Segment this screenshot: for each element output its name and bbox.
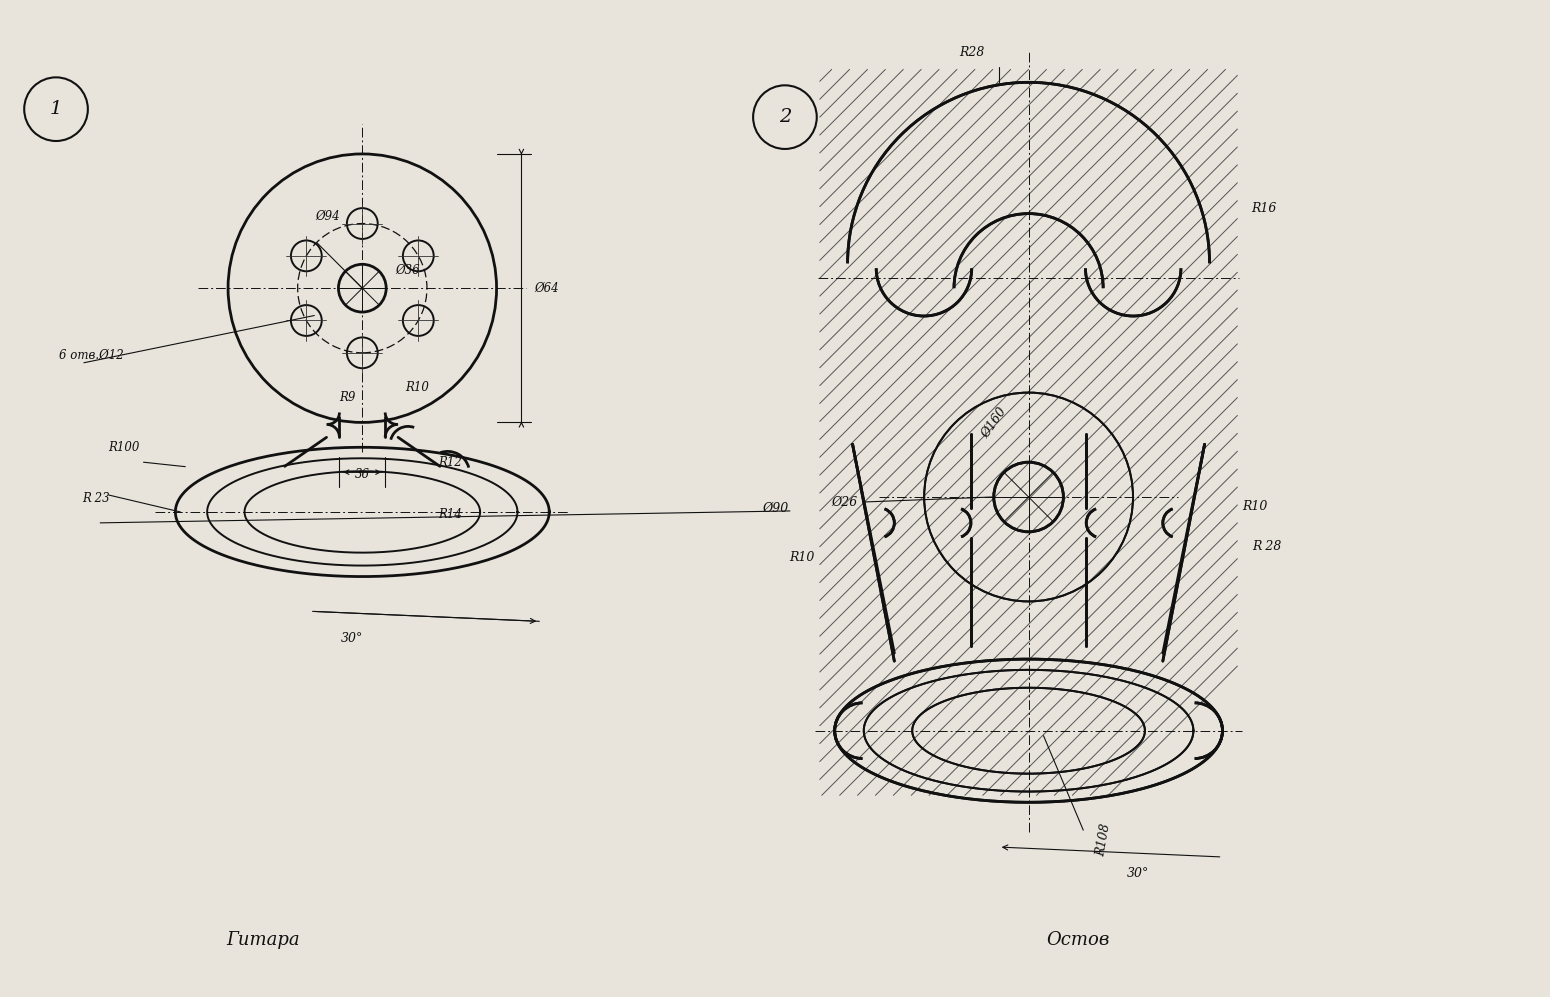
Text: R10: R10 xyxy=(789,551,815,564)
Text: Остов: Остов xyxy=(1046,930,1110,948)
Text: Ø160: Ø160 xyxy=(978,405,1009,441)
Text: 6 отв.Ø12: 6 отв.Ø12 xyxy=(59,349,124,362)
Text: Гитара: Гитара xyxy=(226,930,299,948)
Text: 30°: 30° xyxy=(341,632,364,645)
Text: R14: R14 xyxy=(439,508,462,521)
Text: R28: R28 xyxy=(959,46,984,59)
Text: R 28: R 28 xyxy=(1252,540,1282,553)
Text: R12: R12 xyxy=(439,456,462,469)
Text: Ø36: Ø36 xyxy=(395,264,420,277)
Text: 36: 36 xyxy=(355,468,370,481)
Text: Ø64: Ø64 xyxy=(533,282,558,295)
Text: R108: R108 xyxy=(1094,823,1113,857)
Text: R100: R100 xyxy=(109,441,140,454)
Text: 2: 2 xyxy=(778,108,790,127)
Text: R16: R16 xyxy=(1251,202,1277,215)
Text: R10: R10 xyxy=(1243,500,1268,513)
Text: Ø90: Ø90 xyxy=(763,501,787,514)
Text: R10: R10 xyxy=(405,381,429,394)
Text: Ø26: Ø26 xyxy=(831,496,857,508)
Text: R 23: R 23 xyxy=(82,493,110,505)
Text: 1: 1 xyxy=(50,100,62,119)
Text: 30°: 30° xyxy=(1127,867,1149,880)
Text: Ø94: Ø94 xyxy=(315,210,339,223)
Text: R9: R9 xyxy=(339,391,355,404)
